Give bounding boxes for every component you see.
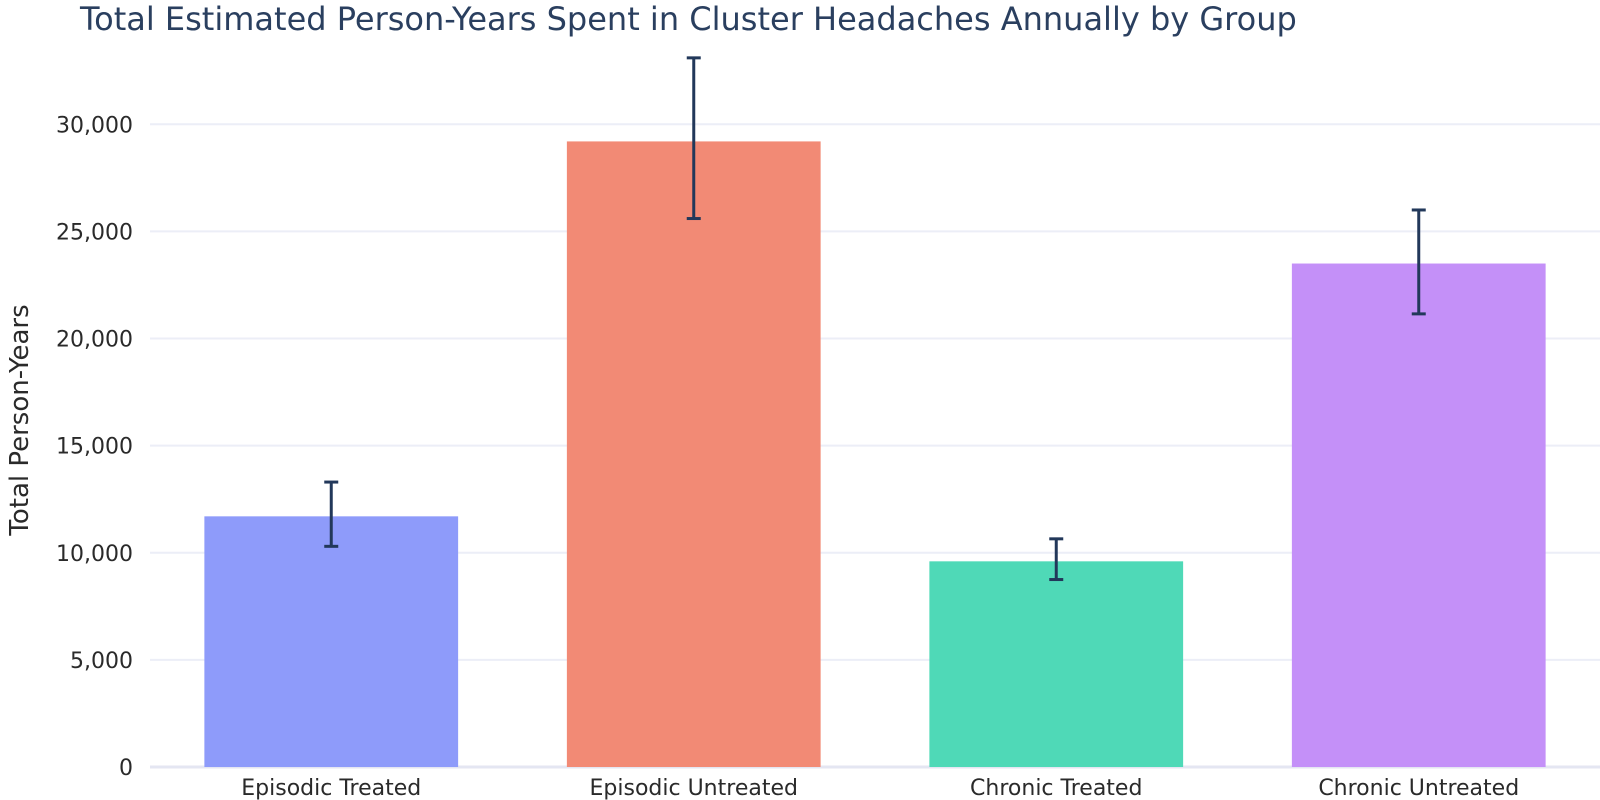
bar	[566, 141, 821, 768]
bars	[204, 141, 1546, 768]
x-tick-label: Episodic Treated	[241, 776, 421, 800]
y-tick-label: 10,000	[56, 542, 133, 567]
bar	[1291, 263, 1546, 767]
x-tick-label: Chronic Untreated	[1318, 776, 1519, 800]
bar	[204, 516, 459, 767]
y-tick-label: 0	[119, 756, 133, 781]
bar	[929, 561, 1184, 767]
x-tick-label: Chronic Treated	[970, 776, 1142, 800]
y-tick-label: 15,000	[56, 435, 133, 460]
x-axis-ticks: Episodic Treated Episodic Untreated Chroni…	[241, 776, 1519, 800]
y-tick-label: 5,000	[70, 649, 133, 674]
y-axis-title: Total Person-Years	[5, 304, 35, 536]
x-tick-label: Episodic Untreated	[590, 776, 798, 800]
y-axis-ticks: 0 5,000 10,000 15,000 20,000 25,000 30,000	[56, 113, 133, 781]
y-tick-label: 20,000	[56, 328, 133, 353]
error-bars	[324, 56, 1426, 582]
y-tick-label: 25,000	[56, 220, 133, 245]
y-tick-label: 30,000	[56, 113, 133, 138]
chart-title: Total Estimated Person-Years Spent in Cl…	[80, 0, 1297, 38]
